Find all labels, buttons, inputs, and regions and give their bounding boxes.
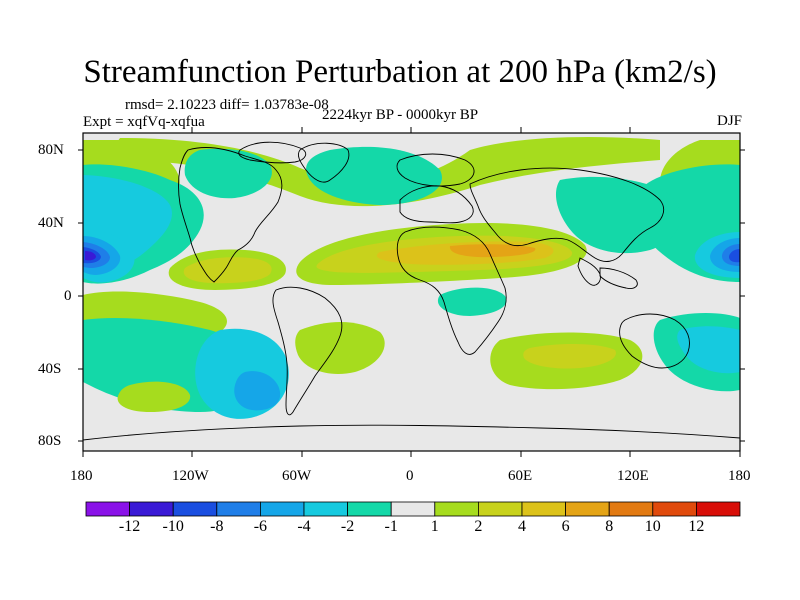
coastlines — [83, 141, 740, 441]
lat-tick-80n: 80N — [38, 142, 64, 158]
lon-tick-0: 0 — [406, 468, 414, 484]
colorbar-swatch — [521, 501, 566, 517]
lat-ticks — [78, 149, 745, 442]
rmsd-label: rmsd= 2.10223 diff= 1.03783e-08 — [125, 97, 329, 113]
colorbar-swatch — [216, 501, 261, 517]
colorbar-swatch — [652, 501, 697, 517]
colorbar-swatch — [696, 501, 741, 517]
colorbar-swatch — [390, 501, 436, 517]
colorbar-swatch — [347, 501, 392, 517]
colorbar-swatch — [303, 501, 348, 517]
colorbar — [85, 501, 741, 517]
lat-tick-40s: 40S — [38, 361, 62, 377]
colorbar-label: -12 — [118, 518, 141, 535]
colorbar-label: -10 — [162, 518, 184, 535]
colorbar-label: 12 — [688, 518, 705, 535]
map-title: Streamfunction Perturbation at 200 hPa (… — [83, 54, 717, 90]
colorbar-label: 2 — [474, 518, 483, 535]
colorbar-swatch — [259, 501, 305, 517]
lon-tick-60w: 60W — [282, 468, 312, 484]
colorbar-swatch — [608, 501, 654, 517]
colorbar-label: -8 — [210, 518, 224, 535]
colorbar-label: -2 — [340, 518, 355, 535]
contour-field — [83, 133, 740, 451]
lon-tick-120e: 120E — [617, 468, 649, 484]
lon-tick-120w: 120W — [172, 468, 209, 484]
lat-tick-40n: 40N — [38, 215, 64, 231]
lat-tick-80s: 80S — [38, 433, 62, 449]
lon-tick-180w: 180 — [70, 468, 93, 484]
period-label: 2224kyr BP - 0000kyr BP — [322, 107, 479, 123]
experiment-label: Expt = xqfVq-xqfua — [83, 114, 205, 130]
colorbar-swatch — [477, 501, 523, 517]
colorbar-swatch — [434, 501, 479, 517]
colorbar-swatch — [172, 501, 218, 517]
lat-tick-eq: 0 — [64, 288, 72, 304]
colorbar-label: -1 — [384, 518, 398, 535]
colorbar-label: 4 — [518, 518, 526, 535]
lon-tick-60e: 60E — [508, 468, 533, 484]
colorbar-label: -4 — [297, 518, 311, 535]
lon-tick-180e: 180 — [728, 468, 751, 484]
lon-ticks — [82, 127, 741, 457]
colorbar-label: 8 — [605, 518, 614, 535]
colorbar-swatch — [565, 501, 610, 517]
colorbar-label: 10 — [644, 518, 661, 535]
colorbar-label: 6 — [561, 518, 570, 535]
colorbar-swatch — [129, 501, 174, 517]
colorbar-label: 1 — [430, 518, 439, 535]
colorbar-swatch — [85, 501, 130, 517]
season-label: DJF — [716, 113, 742, 129]
colorbar-label: -6 — [253, 518, 268, 535]
